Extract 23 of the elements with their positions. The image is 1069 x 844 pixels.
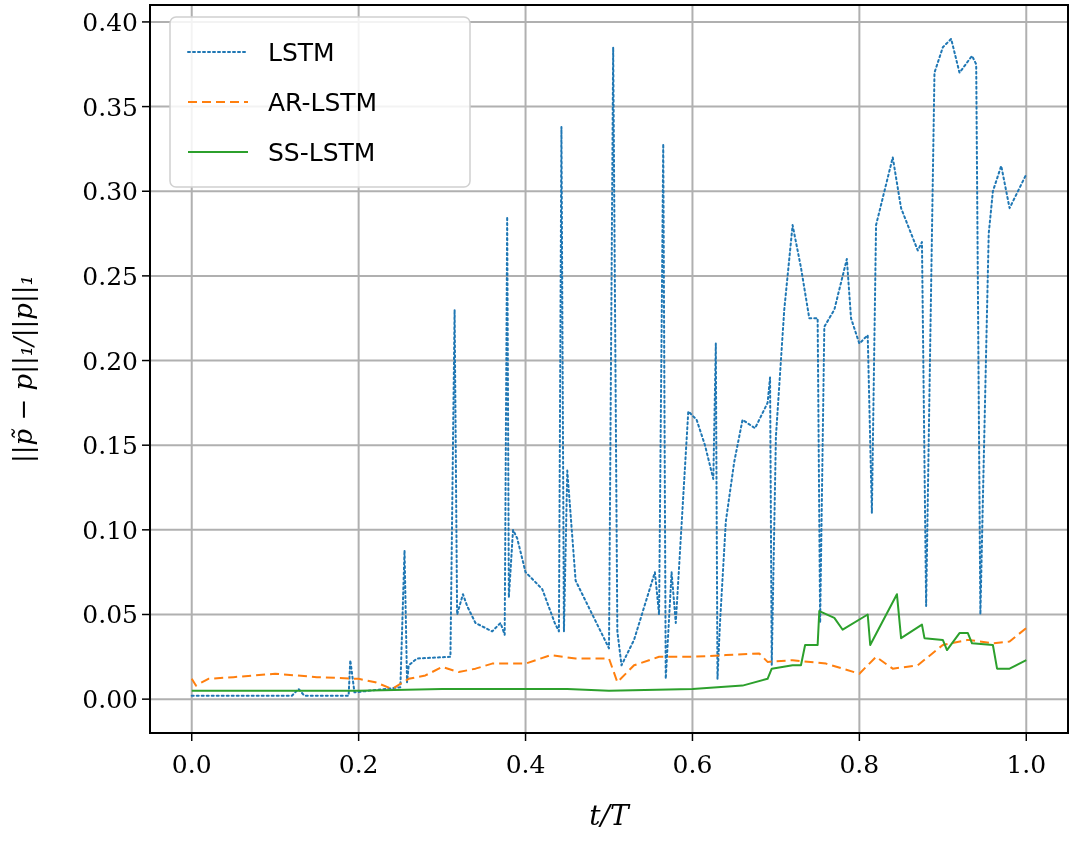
x-tick-label: 0.0	[171, 750, 212, 779]
y-tick-label: 0.30	[82, 177, 138, 207]
x-tick-label: 0.4	[505, 750, 546, 779]
x-tick-label: 0.6	[672, 750, 713, 779]
x-tick-label: 0.2	[338, 750, 379, 779]
x-axis-title: t/T	[589, 799, 631, 832]
x-tick-label: 1.0	[1006, 750, 1047, 779]
y-tick-label: 0.15	[82, 431, 138, 461]
line-series	[190, 37, 1028, 697]
legend-label: LSTM	[268, 38, 335, 67]
y-tick-label: 0.10	[82, 515, 138, 545]
y-tick-label: 0.05	[82, 600, 138, 630]
y-tick-label: 0.35	[82, 92, 138, 122]
x-tick-label: 0.8	[839, 750, 880, 779]
legend-label: AR-LSTM	[268, 88, 378, 117]
y-tick-label: 0.40	[82, 7, 138, 37]
line-series	[190, 627, 1028, 690]
y-tick-label: 0.20	[82, 346, 138, 376]
y-axis-title: ||p̃ − p||₁/||p||₁	[8, 275, 38, 463]
legend-label: SS-LSTM	[268, 138, 376, 167]
y-tick-label: 0.00	[82, 685, 138, 715]
line-series	[190, 593, 1028, 692]
y-tick-label: 0.25	[82, 261, 138, 291]
